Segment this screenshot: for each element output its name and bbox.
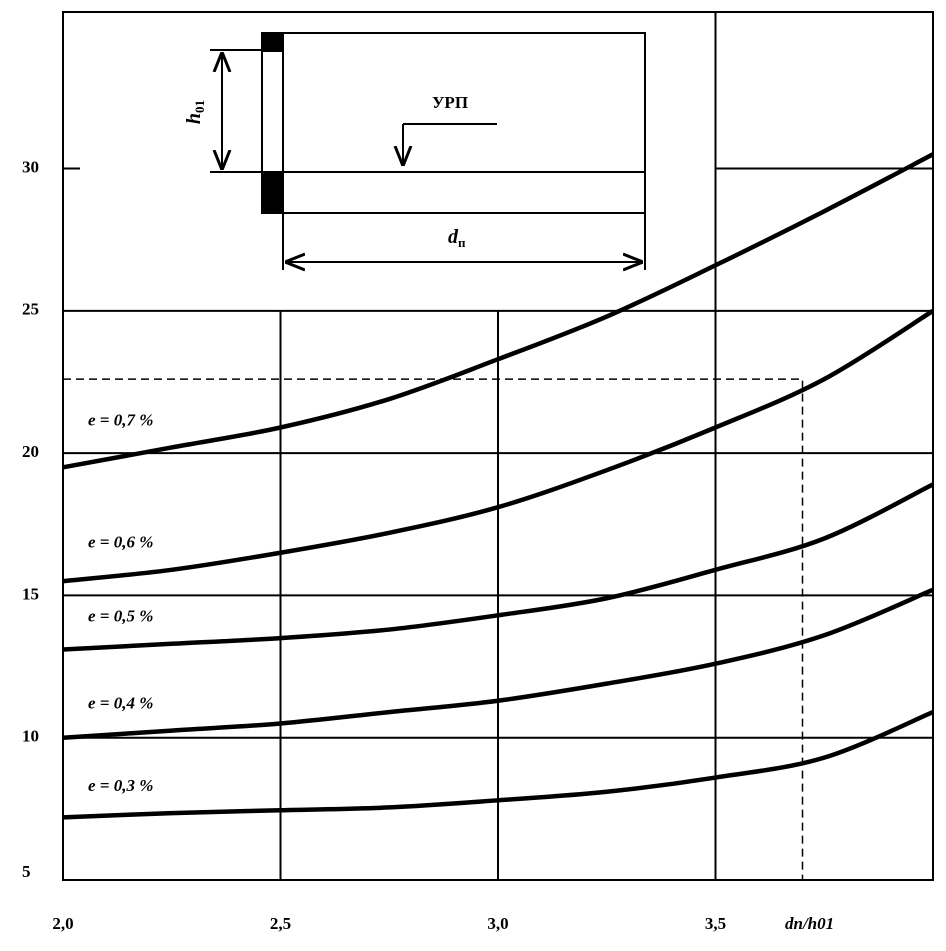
y-tick-label: 15 [22,584,39,603]
series-label: e = 0,7 % [88,410,153,429]
support [262,33,283,52]
height-index: 01 [192,100,207,113]
curve [62,710,934,820]
curve [62,587,934,740]
inset-diagram: УРП h01 dп [183,32,646,270]
series-label: e = 0,6 % [88,533,153,552]
y-tick-label: 30 [22,157,39,176]
x-tick-label: 3,5 [705,914,726,933]
plate [261,32,646,214]
y-tick-label: 5 [22,862,31,881]
series-label: e = 0,4 % [88,693,153,712]
series-label: e = 0,3 % [88,776,153,795]
x-axis-label: dп/h01 [785,914,834,933]
x-tick-label: 2,0 [52,914,73,933]
width-label: dп [448,226,466,250]
series-label: e = 0,5 % [88,607,153,626]
x-tick-label: 3,0 [487,914,508,933]
height-symbol: h [183,113,205,124]
inset-label: УРП [432,93,468,112]
curve [62,152,935,470]
width-symbol: d [448,226,459,248]
width-index: п [458,235,466,250]
x-tick-label: 2,5 [270,914,291,933]
curve [62,482,935,652]
y-tick-label: 10 [22,727,39,746]
curve [62,308,935,584]
y-tick-label: 25 [22,300,39,319]
support [262,172,283,213]
reading-line [63,378,804,880]
y-tick-label: 20 [22,442,39,461]
height-label: h01 [183,100,207,124]
